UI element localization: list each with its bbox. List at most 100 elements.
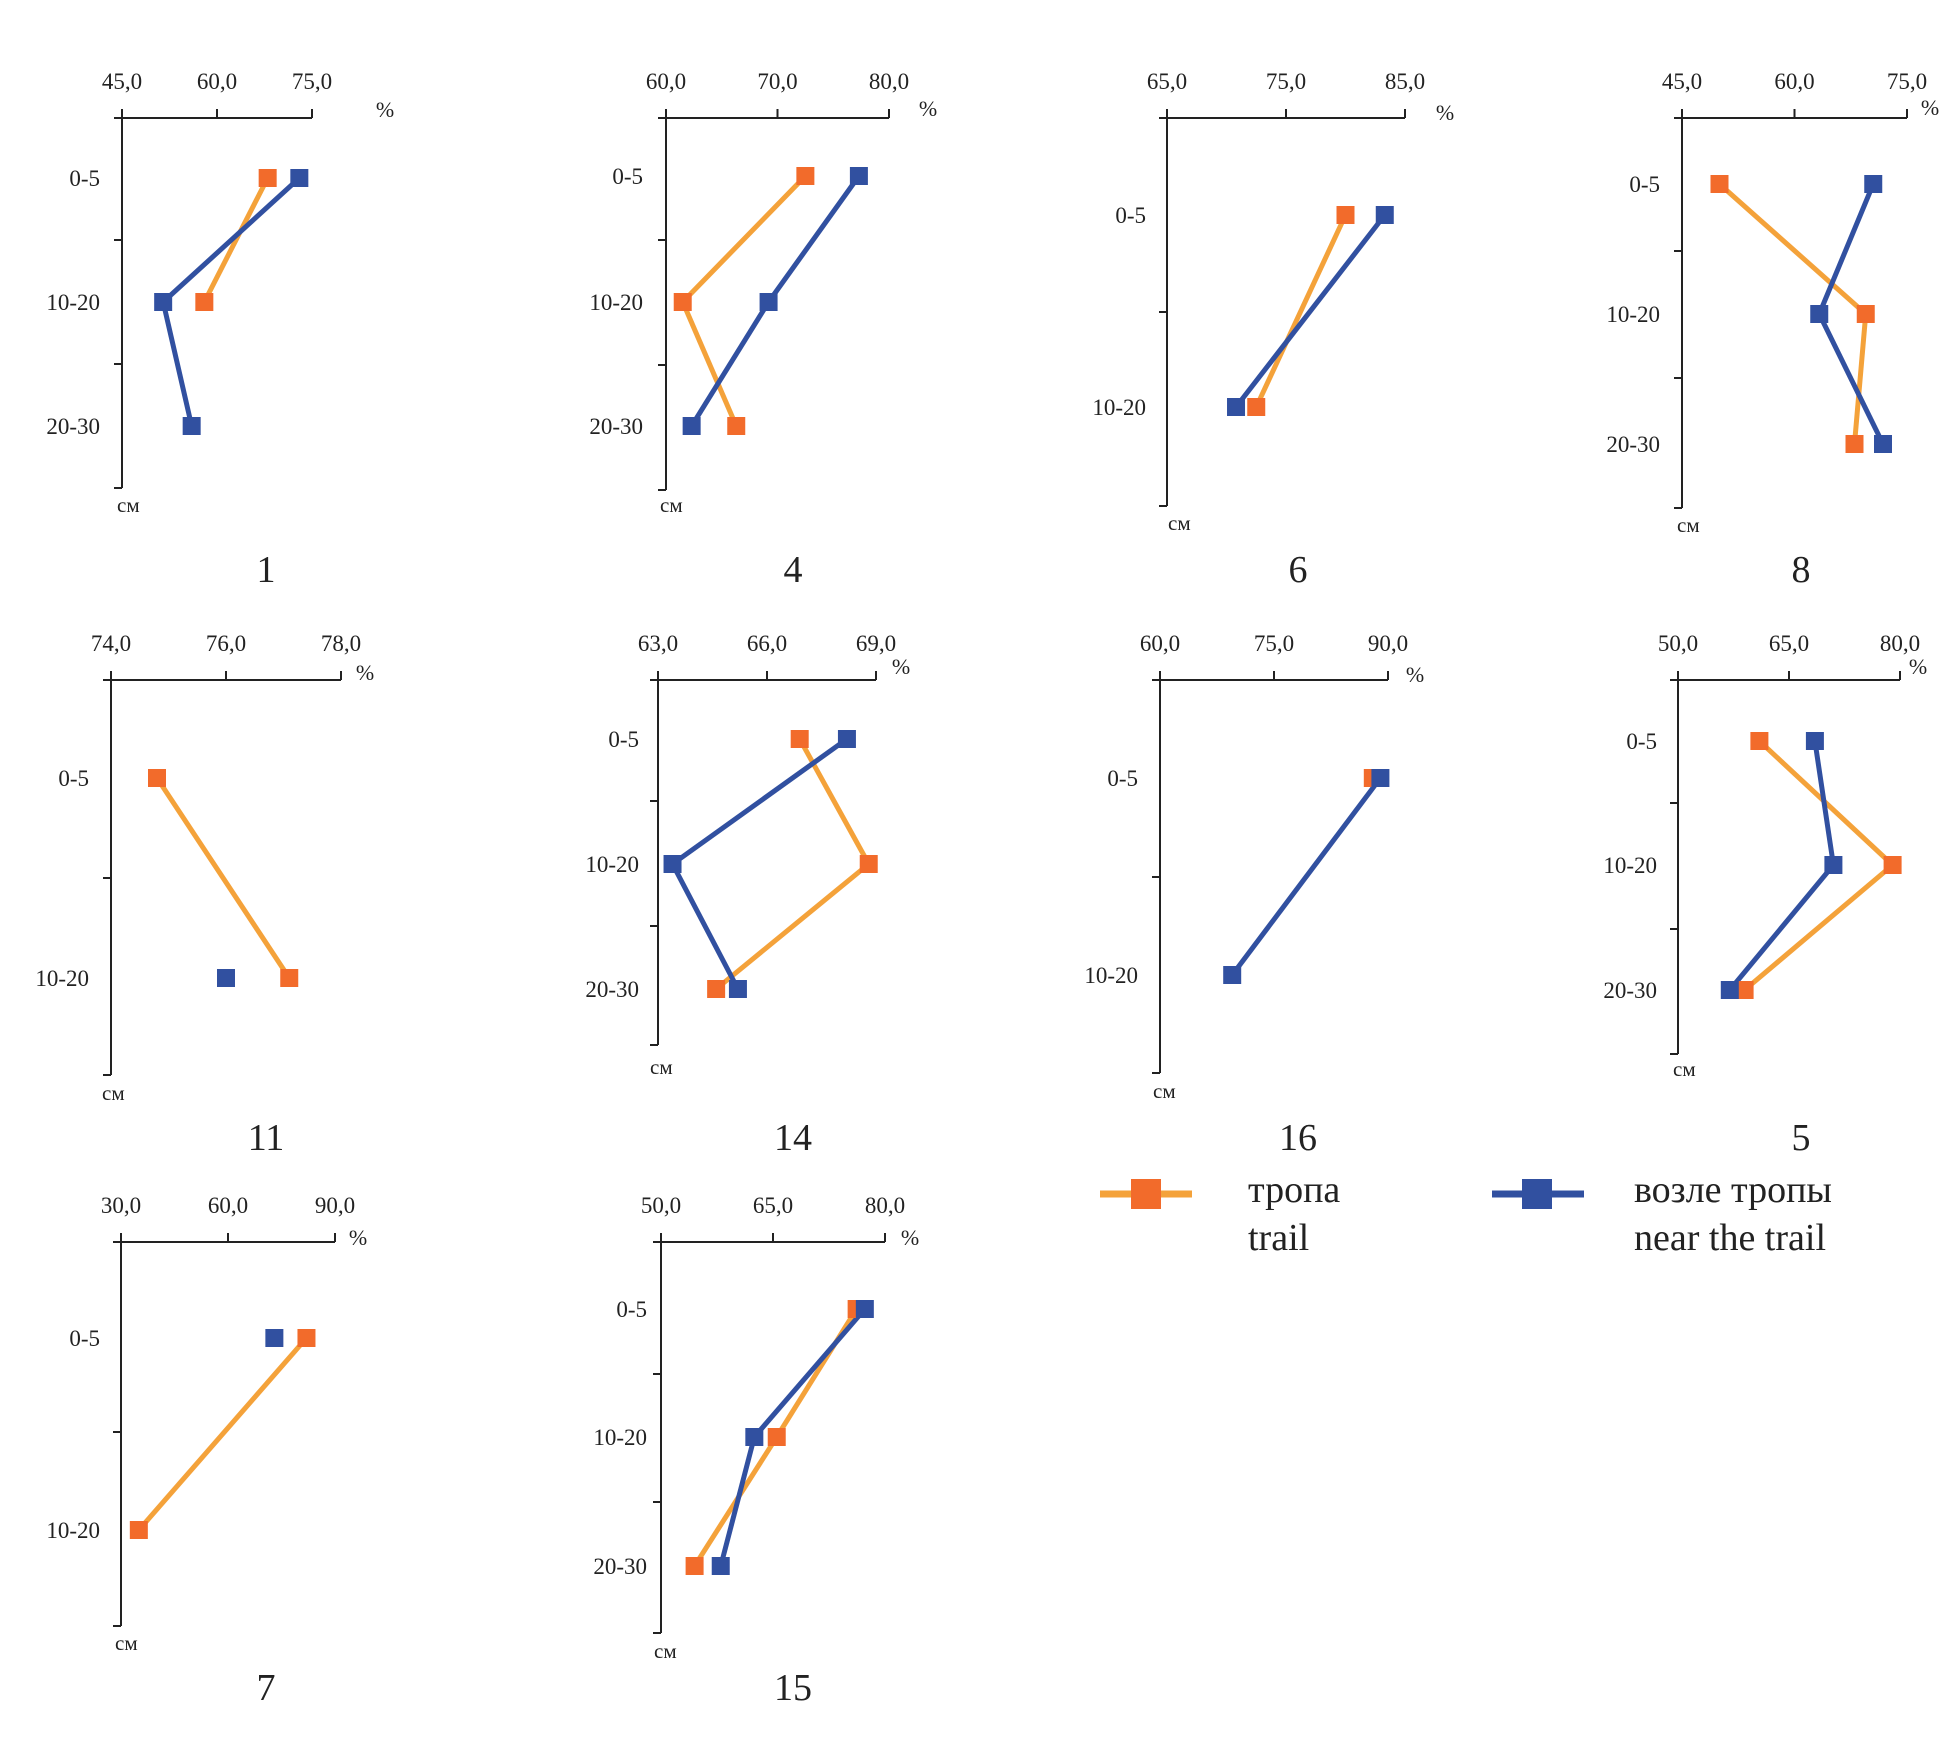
y-unit-label: см [117,493,140,517]
data-point-near-trail [711,1557,730,1575]
depth-label: 0-5 [612,164,643,189]
y-unit-label: см [1168,511,1191,535]
x-tick-label: 50,0 [1658,631,1698,656]
x-tick-label: 66,0 [747,631,787,656]
legend-label-near-trail-en: near the trail [1634,1217,1826,1259]
data-point-near-trail [1223,966,1242,984]
data-point-trail [767,1428,786,1446]
chart-caption: 15 [774,1667,812,1709]
series-line-near-trail [1817,312,1886,446]
series-line-near-trail [160,301,195,427]
data-point-near-trail [1375,206,1394,224]
legend-label-near-trail-ru: возле тропы [1634,1169,1832,1211]
data-point-near-trail [759,293,778,311]
data-point-trail [1750,732,1769,750]
series-line-near-trail [689,300,771,428]
chart-caption: 8 [1792,549,1811,591]
legend-label-trail-en: trail [1248,1217,1309,1259]
chart-panel-6: 65,0 75,0 85,0% см 0-5 10-20 6 [1092,69,1454,591]
data-point-near-trail [837,730,856,748]
x-tick-label: 60,0 [1140,631,1180,656]
chart-panel-14: 63,0 66,0 69,0% см 0-5 10-20 20-30 14 [585,631,910,1159]
data-point-near-trail [182,417,201,435]
chart-panel-8: 45,0 60,0 75,0% см 0-5 10-20 20-30 8 [1606,69,1939,591]
series-line-trail [1253,213,1348,409]
chart-caption: 16 [1279,1117,1317,1159]
x-tick-label: 69,0 [856,631,896,656]
x-unit-label: % [1921,95,1939,120]
x-unit-label: % [376,97,394,122]
x-unit-label: % [349,1225,367,1250]
data-point-trail [258,169,277,187]
series-line-near-trail [1230,776,1383,977]
chart-panel-7: 30,0 60,0 90,0% см 0-5 10-20 7 [46,1193,367,1709]
data-point-near-trail [290,169,309,187]
depth-label: 0-5 [1629,172,1660,197]
data-point-trail [1247,398,1266,416]
data-point-trail [727,417,746,435]
data-point-near-trail [1824,856,1843,874]
depth-label: 20-30 [1606,432,1660,457]
data-point-trail [673,293,692,311]
x-tick-label: 75,0 [1887,69,1927,94]
legend-marker-near-trail [1522,1179,1552,1209]
x-unit-label: % [1909,654,1927,679]
depth-label: 20-30 [593,1554,647,1579]
series-line-near-trail [161,176,302,304]
chart-panel-1: 45,0 60,0 75,0% см 0-5 10-20 20-30 1 [46,69,394,591]
series-line-trail [680,301,739,427]
chart-panel-15: 50,0 65,0 80,0% см 0-5 10-20 20-30 15 [593,1193,919,1709]
depth-label: 10-20 [1603,853,1657,878]
chart-panel-5: 50,0 65,0 80,0% см 0-5 10-20 20-30 5 [1603,631,1927,1159]
x-tick-label: 90,0 [315,1193,355,1218]
x-tick-label: 80,0 [869,69,909,94]
chart-caption: 5 [1792,1117,1811,1159]
x-tick-label: 74,0 [91,631,131,656]
x-unit-label: % [1436,100,1454,125]
x-tick-label: 65,0 [1147,69,1187,94]
series-line-near-trail [1234,213,1387,409]
data-point-near-trail [1227,398,1246,416]
series-line-near-trail [718,1436,757,1567]
x-tick-label: 30,0 [101,1193,141,1218]
data-point-near-trail [154,293,173,311]
data-point-near-trail [682,417,701,435]
x-tick-label: 65,0 [1769,631,1809,656]
y-unit-label: см [1677,513,1700,537]
x-unit-label: % [901,1225,919,1250]
series-line-trail [1717,182,1868,316]
data-point-trail [790,730,809,748]
data-point-near-trail [663,855,682,873]
series-line-near-trail [766,174,861,304]
data-point-near-trail [265,1329,284,1347]
data-point-near-trail [217,969,235,987]
data-point-near-trail [849,167,868,185]
depth-label: 10-20 [1606,302,1660,327]
depth-label: 0-5 [1115,203,1146,228]
data-point-trail [1883,856,1902,874]
x-tick-label: 65,0 [753,1193,793,1218]
depth-label: 10-20 [585,852,639,877]
data-point-near-trail [1874,435,1892,453]
series-line-near-trail [752,1307,867,1439]
data-point-trail [280,969,299,987]
x-tick-label: 60,0 [197,69,237,94]
legend-marker-trail [1131,1179,1161,1209]
series-line-trail [797,737,871,866]
legend-label-trail-ru: тропа [1248,1169,1340,1211]
x-tick-label: 60,0 [208,1193,248,1218]
x-tick-label: 80,0 [865,1193,905,1218]
data-point-trail [129,1521,148,1539]
y-unit-label: см [1673,1057,1696,1081]
series-line-trail [774,1307,859,1439]
x-tick-label: 70,0 [757,69,797,94]
data-point-near-trail [1810,305,1829,323]
x-tick-label: 50,0 [641,1193,681,1218]
depth-label: 10-20 [35,966,89,991]
series-line-near-trail [1812,740,1836,866]
chart-caption: 4 [784,549,803,591]
depth-label: 0-5 [608,727,639,752]
series-line-trail [1852,313,1869,445]
depth-label: 10-20 [46,1518,100,1543]
